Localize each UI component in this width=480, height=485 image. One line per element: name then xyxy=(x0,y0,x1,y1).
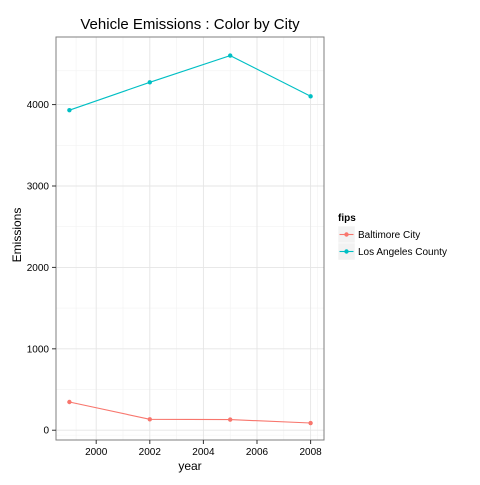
y-tick-label: 4000 xyxy=(27,100,50,111)
series-0-point xyxy=(228,417,232,421)
series-1-point xyxy=(148,80,152,84)
series-0-point xyxy=(148,417,152,421)
legend-title: fips xyxy=(338,213,356,224)
x-tick-label: 2002 xyxy=(139,447,162,458)
series-0-point xyxy=(308,421,312,425)
legend-label: Baltimore City xyxy=(358,230,420,241)
y-tick-label: 0 xyxy=(43,426,49,437)
x-tick-label: 2004 xyxy=(192,447,215,458)
x-tick-label: 2006 xyxy=(246,447,269,458)
legend-key-point xyxy=(344,249,348,253)
y-tick-label: 3000 xyxy=(27,181,50,192)
y-axis-label: Emissions xyxy=(10,208,24,263)
chart-title: Vehicle Emissions : Color by City xyxy=(80,16,300,33)
x-tick-label: 2000 xyxy=(85,447,108,458)
legend-label: Los Angeles County xyxy=(358,247,447,258)
legend-key-point xyxy=(344,232,348,236)
series-1-point xyxy=(308,94,312,98)
series-1-point xyxy=(67,108,71,112)
y-tick-label: 1000 xyxy=(27,344,50,355)
y-tick-label: 2000 xyxy=(27,263,50,274)
series-1-point xyxy=(228,53,232,57)
series-0-point xyxy=(67,400,71,404)
x-axis-label: year xyxy=(178,459,201,473)
x-tick-label: 2008 xyxy=(299,447,322,458)
